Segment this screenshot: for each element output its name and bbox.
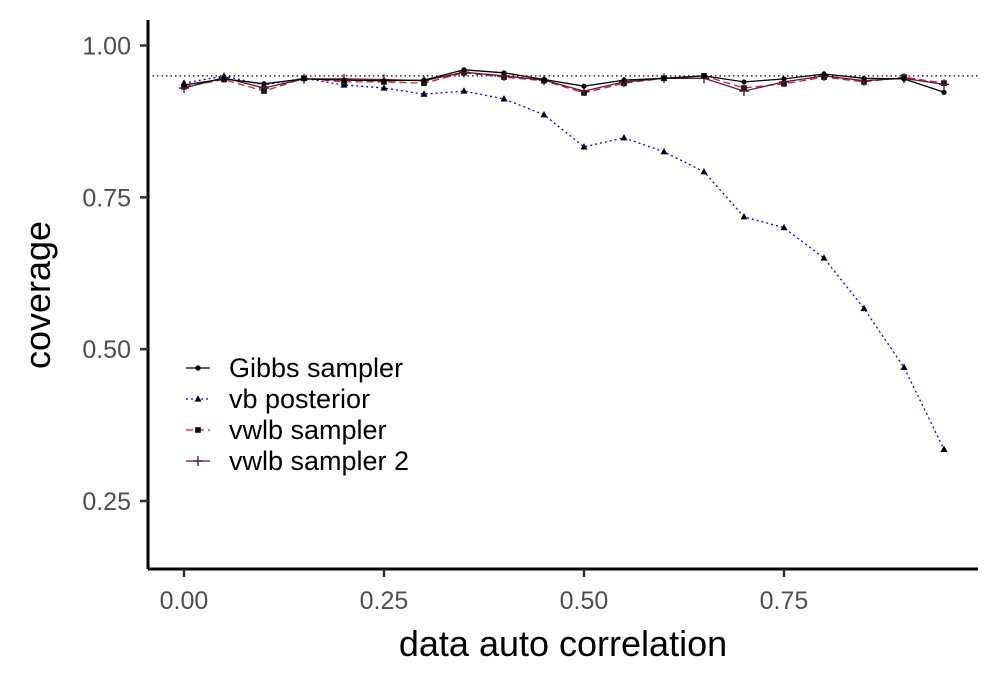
data-point xyxy=(939,79,949,90)
y-tick-label: 0.50 xyxy=(82,336,131,364)
data-point xyxy=(381,78,387,84)
legend-label: vwlb sampler 2 xyxy=(229,446,409,476)
y-axis-title: coverage xyxy=(17,221,58,369)
data-point xyxy=(861,75,867,81)
legend-label: vb posterior xyxy=(229,384,370,414)
legend-key-marker xyxy=(195,365,201,371)
data-point xyxy=(461,67,467,73)
axes-layer xyxy=(146,20,978,571)
data-point xyxy=(660,147,668,155)
x-tick-label: 0.75 xyxy=(760,587,809,615)
data-point xyxy=(420,90,428,97)
data-point xyxy=(661,75,667,81)
data-point xyxy=(181,82,187,88)
data-point xyxy=(781,76,787,82)
data-point xyxy=(701,73,707,79)
legend-key-marker xyxy=(193,456,203,466)
data-point xyxy=(580,143,588,150)
data-point xyxy=(740,212,748,220)
series-layer xyxy=(179,67,949,452)
x-tick-label: 0.00 xyxy=(160,587,209,615)
series-vb-posterior xyxy=(180,72,948,452)
legend-item-vb-posterior: vb posterior xyxy=(186,384,370,414)
data-point xyxy=(581,83,587,89)
data-point xyxy=(501,70,507,76)
data-point xyxy=(341,77,347,83)
series-line-gibbs-sampler xyxy=(183,69,945,93)
data-point xyxy=(860,304,868,312)
data-point xyxy=(460,87,468,94)
data-point xyxy=(421,77,427,83)
x-axis-title: data auto correlation xyxy=(399,623,727,664)
data-point xyxy=(901,76,907,82)
x-tick-label: 0.50 xyxy=(560,587,609,615)
legend-label: vwlb sampler xyxy=(229,415,387,445)
data-point xyxy=(541,76,547,83)
data-point xyxy=(621,77,627,83)
x-tick-label: 0.25 xyxy=(360,587,409,615)
y-tick-label: 0.75 xyxy=(82,184,131,212)
y-tick-label: 1.00 xyxy=(82,33,131,61)
data-point xyxy=(940,445,948,452)
series-line-vwlb-sampler xyxy=(183,72,945,94)
data-point xyxy=(739,86,749,97)
data-point xyxy=(741,79,747,85)
data-point xyxy=(500,95,508,102)
data-point xyxy=(820,254,828,261)
legend-item-vwlb-sampler-2: vwlb sampler 2 xyxy=(186,446,409,476)
data-point xyxy=(380,84,388,91)
data-point xyxy=(301,76,307,82)
ticks-layer: 0.25 0.50 0.75 1.00 0.00 0.25 0.50 0.75 xyxy=(82,33,808,615)
data-point xyxy=(540,110,548,118)
legend-item-gibbs-sampler: Gibbs sampler xyxy=(186,353,403,383)
series-line-vb-posterior xyxy=(183,75,945,450)
data-point xyxy=(821,71,827,77)
series-gibbs-sampler xyxy=(181,67,947,95)
data-point xyxy=(941,89,947,95)
y-tick-label: 0.25 xyxy=(82,488,131,516)
legend-label: Gibbs sampler xyxy=(229,353,403,383)
legend-item-vwlb-sampler: vwlb sampler xyxy=(186,415,387,445)
series-vwlb-sampler-2 xyxy=(179,67,949,97)
data-point xyxy=(900,363,908,370)
data-point xyxy=(780,223,788,231)
data-point xyxy=(620,134,628,141)
data-point xyxy=(700,168,708,175)
data-point xyxy=(261,81,267,87)
legend-key-marker xyxy=(195,427,201,433)
data-point xyxy=(221,76,227,82)
legend-key-marker xyxy=(194,395,202,402)
